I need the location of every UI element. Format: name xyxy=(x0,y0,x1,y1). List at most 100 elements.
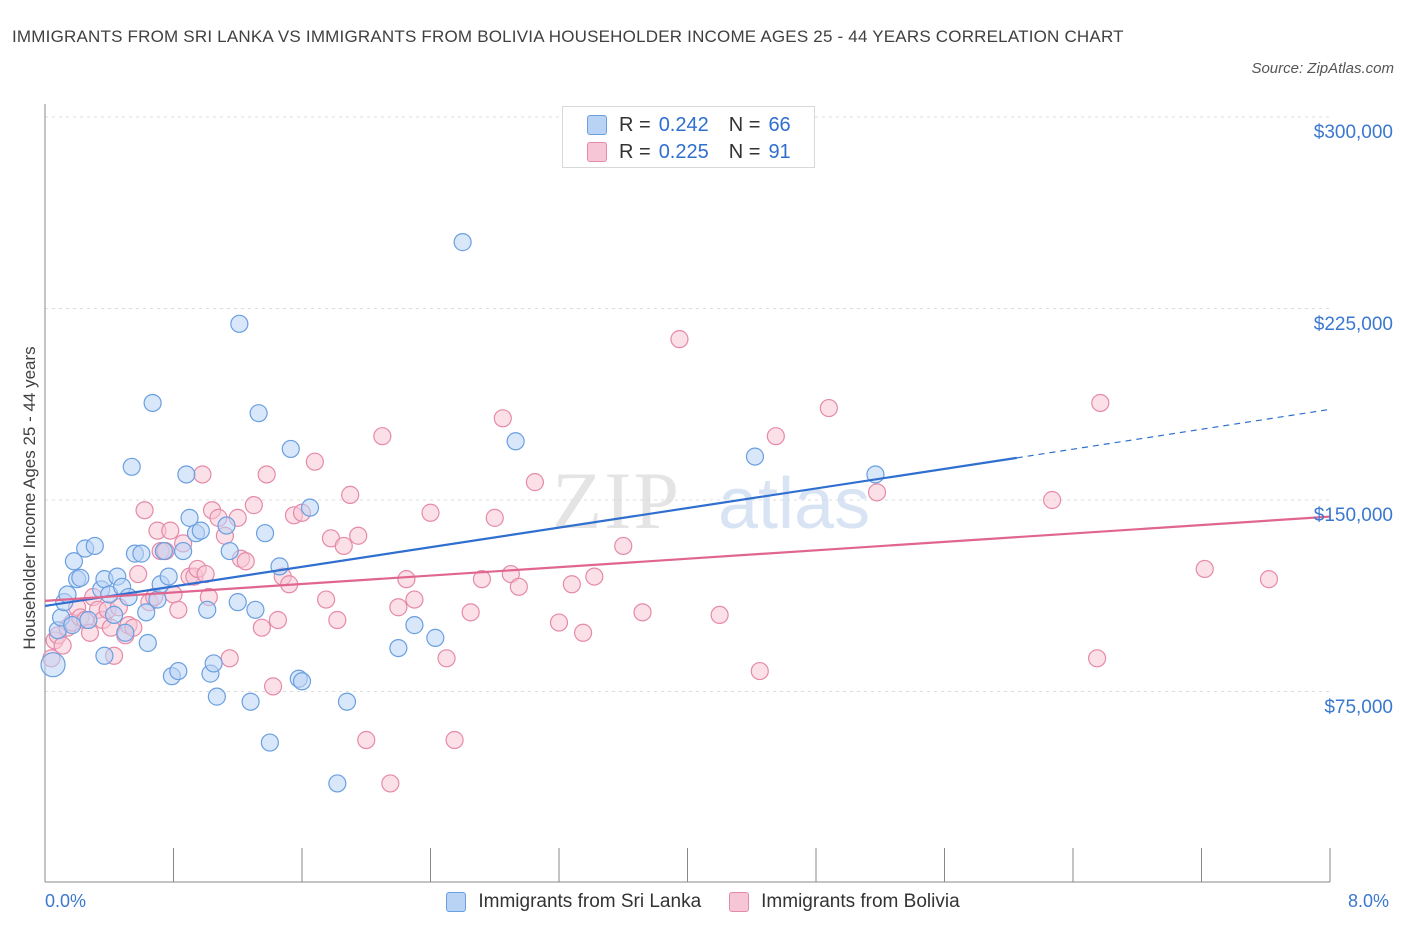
source-label: Source: ZipAtlas.com xyxy=(1251,60,1394,77)
legend-r-value: 0.242 xyxy=(658,113,709,136)
sri-lanka-point xyxy=(453,233,472,252)
bolivia-point xyxy=(405,590,424,609)
bolivia-point xyxy=(461,603,480,622)
bolivia-point xyxy=(1259,570,1279,589)
sri-lanka-point xyxy=(137,603,156,622)
sri-lanka-point xyxy=(159,567,178,586)
sri-lanka-point xyxy=(63,616,82,635)
sri-lanka-point xyxy=(506,432,525,451)
sri-lanka-point xyxy=(204,654,223,673)
sri-lanka-point xyxy=(389,638,408,658)
bolivia-point xyxy=(341,485,360,504)
bolivia-point xyxy=(169,600,188,619)
sri-lanka-point xyxy=(177,465,196,484)
sri-lanka-point xyxy=(405,616,424,635)
bottom-legend-bolivia[interactable]: Immigrants from Bolivia xyxy=(729,888,960,916)
bolivia-point xyxy=(305,452,324,471)
chart-title: IMMIGRANTS FROM SRI LANKA VS IMMIGRANTS … xyxy=(12,27,1124,46)
sri-lanka-point xyxy=(230,314,249,333)
sri-lanka-point xyxy=(143,393,162,413)
bottom-legend-label: Immigrants from Bolivia xyxy=(761,891,960,912)
bolivia-point xyxy=(445,730,464,750)
bolivia-point xyxy=(493,409,512,428)
y-tick-75000: $75,000 xyxy=(1324,697,1393,718)
bolivia-point xyxy=(135,501,154,520)
sri-lanka-point xyxy=(217,516,236,535)
sri-lanka-point xyxy=(745,447,765,466)
bottom-legend-sri-lanka[interactable]: Immigrants from Sri Lanka xyxy=(446,888,701,916)
legend-row-sri-lanka: R = 0.242 N = 66 xyxy=(587,112,791,138)
bolivia-point xyxy=(766,427,785,446)
sri-lanka-point xyxy=(249,404,268,423)
bolivia-point xyxy=(437,649,456,668)
bolivia-point xyxy=(585,567,604,586)
trend-line-sri-lanka-dashed xyxy=(1016,408,1331,459)
sri-lanka-point xyxy=(207,687,226,706)
sri-lanka-point xyxy=(198,600,217,619)
legend-n-label: N = xyxy=(728,140,761,163)
sri-lanka-point xyxy=(180,508,199,527)
bolivia-point xyxy=(819,398,838,418)
bolivia-point xyxy=(614,536,633,556)
bolivia-point xyxy=(257,465,276,484)
bolivia-point xyxy=(710,605,729,625)
watermark: ZIP atlas xyxy=(552,455,870,546)
bolivia-point xyxy=(328,610,347,630)
bolivia-point xyxy=(485,508,504,527)
sri-lanka-point xyxy=(154,541,173,561)
bottom-legend-swatch-blue xyxy=(446,892,467,912)
sri-lanka-point xyxy=(79,610,98,630)
bolivia-point xyxy=(334,536,353,556)
sri-lanka-point xyxy=(191,521,210,540)
trend-line-bolivia xyxy=(44,515,1331,602)
sri-lanka-point xyxy=(174,541,193,561)
sri-lanka-point xyxy=(122,457,141,476)
legend-r-label: R = xyxy=(619,113,651,136)
legend-n-value: 91 xyxy=(768,140,791,163)
bolivia-point xyxy=(549,613,569,632)
sri-lanka-point xyxy=(40,652,66,678)
bolivia-point xyxy=(244,496,263,515)
sri-lanka-point xyxy=(426,628,445,647)
bolivia-point xyxy=(316,590,336,609)
sri-lanka-point xyxy=(292,672,312,691)
sri-lanka-point xyxy=(132,544,151,563)
bolivia-point xyxy=(373,427,392,446)
sri-lanka-point xyxy=(119,587,138,607)
bolivia-point xyxy=(633,603,652,622)
bolivia-point xyxy=(129,564,148,584)
bolivia-point xyxy=(397,570,416,589)
sri-lanka-point xyxy=(169,661,188,681)
bolivia-point xyxy=(53,636,72,655)
legend-r-label: R = xyxy=(619,140,651,163)
bolivia-point xyxy=(1043,490,1062,510)
bolivia-point xyxy=(349,526,368,545)
trend-line-sri-lanka xyxy=(44,456,1017,608)
legend-r-value: 0.225 xyxy=(658,140,709,163)
sri-lanka-point xyxy=(337,692,357,711)
x-tick-min: 0.0% xyxy=(45,891,87,911)
legend-swatch-blue xyxy=(587,115,607,135)
y-tick-300000: $300,000 xyxy=(1313,122,1393,143)
y-tick-225000: $225,000 xyxy=(1313,314,1393,335)
legend-n-value: 66 xyxy=(768,113,791,136)
legend-box: R = 0.242 N = 66 R = 0.225 N = 91 xyxy=(562,106,815,168)
bolivia-point xyxy=(236,552,255,571)
x-tick-max: 8.0% xyxy=(1348,891,1390,911)
sri-lanka-point xyxy=(270,557,289,576)
bolivia-point xyxy=(252,618,271,637)
sri-lanka-point xyxy=(71,568,90,587)
bolivia-point xyxy=(421,503,440,522)
bolivia-point xyxy=(562,575,581,594)
sri-lanka-point xyxy=(138,633,157,653)
sri-lanka-point xyxy=(104,605,124,625)
legend-swatch-pink xyxy=(587,142,607,162)
trend-lines xyxy=(44,408,1331,608)
sri-lanka-point xyxy=(228,593,247,612)
bolivia-point xyxy=(381,774,400,793)
watermark-zip: ZIP xyxy=(552,455,681,546)
sri-lanka-point xyxy=(328,774,347,793)
sri-lanka-point xyxy=(246,600,265,619)
bolivia-point xyxy=(750,661,769,681)
